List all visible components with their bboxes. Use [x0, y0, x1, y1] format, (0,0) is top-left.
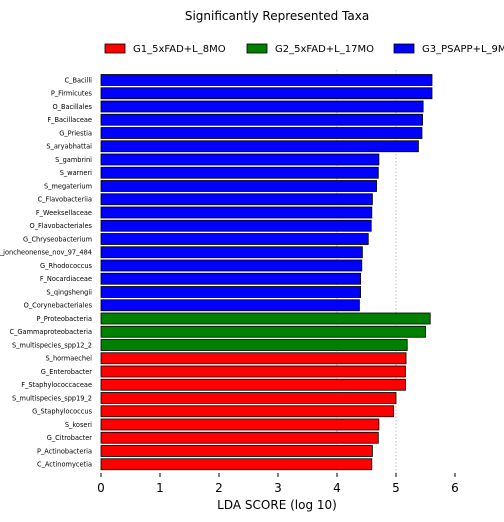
category-label: S_multispecies_spp19_2 [12, 394, 92, 402]
bar [100, 219, 372, 232]
category-label: F_Staphylococcaceae [21, 381, 92, 389]
bar [100, 180, 377, 192]
category-label: S_gambrini [55, 156, 92, 164]
bar [100, 127, 423, 139]
category-label: G_Staphylococcus [32, 408, 92, 416]
category-label: C_Flavobacteriia [38, 196, 92, 204]
category-labels: C_Bacilli P_Firmicutes O_Bacillales F_Bacil… [0, 76, 93, 468]
x-tick-label: 2 [215, 481, 223, 495]
legend-label: G3_PSAPP+L_9M [422, 44, 504, 55]
legend-swatch [246, 43, 268, 54]
category-label: F_Bacillaceae [47, 116, 92, 124]
bar [100, 445, 373, 457]
category-label: S_Chryseobacterium_joncheonense_nov_97_4… [0, 249, 92, 257]
category-label: S_koseri [65, 421, 92, 429]
bar [100, 405, 395, 418]
category-label: F_Nocardiaceae [40, 275, 92, 283]
chart-title: Significantly Represented Taxa [185, 9, 369, 23]
bar [100, 378, 406, 391]
x-tick-label: 0 [97, 481, 105, 495]
bar [100, 352, 407, 365]
bar [100, 246, 363, 259]
bar [100, 193, 373, 206]
category-label: F_Weeksellaceae [36, 209, 92, 217]
category-label: G_Citrobacter [47, 434, 93, 442]
bar [100, 431, 379, 444]
legend-swatch [393, 43, 415, 54]
bar [100, 153, 380, 166]
category-label: C_Actinomycetia [37, 461, 92, 469]
x-axis: 0 1 2 3 4 5 6 [97, 473, 459, 495]
category-label: S_megaterium [44, 182, 92, 190]
bar [100, 458, 373, 471]
bar [100, 418, 380, 431]
category-label: G_Chryseobacterium [23, 235, 92, 243]
bar [100, 272, 362, 285]
bar [100, 286, 362, 298]
category-label: S_warneri [60, 169, 92, 177]
bar [100, 113, 423, 126]
bars [100, 74, 433, 471]
bar [100, 166, 379, 179]
x-tick-label: 6 [451, 481, 459, 495]
x-axis-title: LDA SCORE (log 10) [217, 498, 337, 512]
category-label: G_Priestia [59, 129, 92, 137]
category-label: G_Rhodococcus [40, 262, 93, 270]
category-label: S_aryabhattai [46, 143, 92, 151]
category-label: P_Firmicutes [51, 90, 93, 98]
bar [100, 392, 397, 404]
bar [100, 299, 360, 312]
category-label: S_qingshengii [46, 288, 92, 296]
legend-swatch [104, 43, 126, 54]
category-label: C_Gammaproteobacteria [10, 328, 92, 336]
x-tick-label: 4 [333, 481, 341, 495]
bar [100, 259, 363, 272]
category-label: G_Enterobacter [41, 368, 92, 376]
legend-label: G1_5xFAD+L_8MO [133, 44, 226, 55]
bar [100, 87, 433, 100]
legend-label: G2_5xFAD+L_17MO [275, 44, 374, 55]
bar [100, 339, 408, 351]
category-label: O_Flavobacteriales [30, 222, 93, 230]
bar [100, 365, 406, 378]
category-label: O_Bacillales [52, 103, 92, 111]
category-label: S_hormaechei [45, 355, 92, 363]
category-label: O_Corynebacteriales [24, 302, 93, 310]
bar [100, 325, 426, 338]
bar [100, 100, 424, 113]
bar [100, 140, 419, 153]
bar [100, 74, 433, 86]
category-label: S_multispecies_spp12_2 [12, 341, 92, 349]
x-tick-label: 1 [156, 481, 164, 495]
x-tick-label: 5 [392, 481, 400, 495]
x-tick-label: 3 [274, 481, 282, 495]
legend: G1_5xFAD+L_8MO G2_5xFAD+L_17MO G3_PSAPP+L_… [104, 43, 504, 55]
category-label: P_Actinobacteria [37, 447, 92, 455]
bar [100, 206, 373, 219]
bar [100, 233, 369, 245]
category-label: P_Proteobacteria [37, 315, 93, 323]
bar [100, 312, 431, 325]
category-label: C_Bacilli [65, 76, 93, 84]
